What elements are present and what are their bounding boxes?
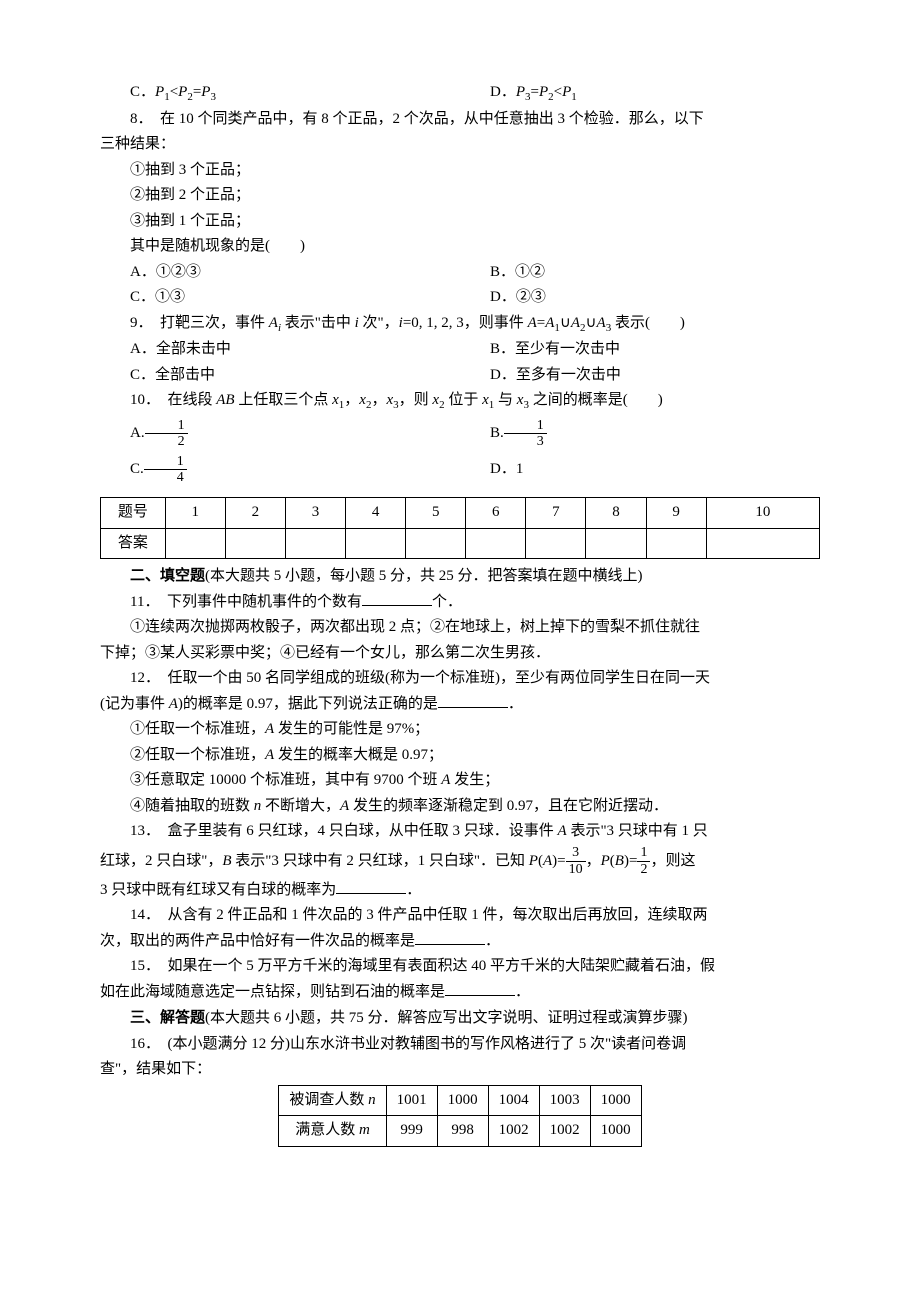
answer-col-9: 9 — [646, 498, 706, 529]
answer-col-8: 8 — [586, 498, 646, 529]
q12-item-1: ①任取一个标准班，A 发生的可能性是 97%； — [100, 717, 820, 743]
q10-option-d: D．1 — [460, 451, 820, 487]
answer-cell — [165, 528, 225, 559]
blank-line — [438, 692, 508, 708]
survey-cell: 1003 — [539, 1085, 590, 1116]
q13-line2: 红球，2 只白球"，B 表示"3 只球中有 2 只红球，1 只白球"．已知 P(… — [100, 845, 820, 878]
answer-cell — [225, 528, 285, 559]
question-15: 15． 如果在一个 5 万平方千米的海域里有表面积达 40 平方千米的大陆架贮藏… — [100, 954, 820, 1005]
survey-cell: 998 — [437, 1116, 488, 1147]
q9-stem: 9． 打靶三次，事件 Ai 表示"击中 i 次"，i=0, 1, 2, 3，则事… — [100, 311, 820, 338]
q16-line2: 查"，结果如下： — [100, 1057, 820, 1083]
q7-option-c: C．P1<P2=P3 — [100, 80, 460, 107]
answer-col-5: 5 — [406, 498, 466, 529]
answer-table-head-label: 题号 — [101, 498, 166, 529]
q8-option-a: A．①②③ — [100, 260, 460, 286]
q14-line1: 14． 从含有 2 件正品和 1 件次品的 3 件产品中任取 1 件，每次取出后… — [100, 903, 820, 929]
q16-line1: 16． (本小题满分 12 分)山东水浒书业对教辅图书的写作风格进行了 5 次"… — [100, 1032, 820, 1058]
q15-line2: 如在此海域随意选定一点钻探，则钻到石油的概率是． — [100, 980, 820, 1006]
answer-cell — [526, 528, 586, 559]
q9-option-a: A．全部未击中 — [100, 337, 460, 363]
question-13: 13． 盒子里装有 6 只红球，4 只白球，从中任取 3 只球．设事件 A 表示… — [100, 819, 820, 903]
answer-row-label: 答案 — [101, 528, 166, 559]
question-7-options: C．P1<P2=P3 D．P3=P2<P1 — [100, 80, 820, 107]
survey-row-1: 被调查人数 n 1001 1000 1004 1003 1000 — [279, 1085, 641, 1116]
answer-cell — [586, 528, 646, 559]
answer-table: 题号 1 2 3 4 5 6 7 8 9 10 答案 — [100, 497, 820, 559]
section-3-heading: 三、解答题(本大题共 6 小题，共 75 分．解答应写出文字说明、证明过程或演算… — [100, 1005, 820, 1032]
answer-col-10: 10 — [706, 498, 819, 529]
survey-r2-label: 满意人数 m — [279, 1116, 386, 1147]
survey-table: 被调查人数 n 1001 1000 1004 1003 1000 满意人数 m … — [278, 1085, 641, 1147]
q8-item-3: ③抽到 1 个正品； — [100, 209, 820, 235]
answer-cell — [406, 528, 466, 559]
survey-cell: 1002 — [539, 1116, 590, 1147]
q14-line2: 次，取出的两件产品中恰好有一件次品的概率是． — [100, 929, 820, 955]
q8-ask: 其中是随机现象的是( ) — [100, 234, 820, 260]
q12-item-4: ④随着抽取的班数 n 不断增大，A 发生的频率逐渐稳定到 0.97，且在它附近摆… — [100, 794, 820, 820]
blank-line — [415, 929, 485, 945]
question-10: 10． 在线段 AB 上任取三个点 x1，x2，x3，则 x2 位于 x1 与 … — [100, 388, 820, 487]
question-11: 11． 下列事件中随机事件的个数有个． ①连续两次抛掷两枚骰子，两次都出现 2 … — [100, 590, 820, 667]
answer-col-7: 7 — [526, 498, 586, 529]
q7-option-d: D．P3=P2<P1 — [460, 80, 820, 107]
survey-cell: 1002 — [488, 1116, 539, 1147]
question-16: 16． (本小题满分 12 分)山东水浒书业对教辅图书的写作风格进行了 5 次"… — [100, 1032, 820, 1147]
survey-cell: 1000 — [590, 1085, 641, 1116]
question-12: 12． 任取一个由 50 名同学组成的班级(称为一个标准班)，至少有两位同学生日… — [100, 666, 820, 819]
section-2-heading: 二、填空题(本大题共 5 小题，每小题 5 分，共 25 分．把答案填在题中横线… — [100, 563, 820, 590]
q8-item-2: ②抽到 2 个正品； — [100, 183, 820, 209]
question-9: 9． 打靶三次，事件 Ai 表示"击中 i 次"，i=0, 1, 2, 3，则事… — [100, 311, 820, 389]
survey-h0: 被调查人数 n — [279, 1085, 386, 1116]
blank-line — [336, 878, 406, 894]
q11-line-a: ①连续两次抛掷两枚骰子，两次都出现 2 点；②在地球上，树上掉下的雪梨不抓住就往 — [100, 615, 820, 641]
q8-item-1: ①抽到 3 个正品； — [100, 158, 820, 184]
q11-stem: 11． 下列事件中随机事件的个数有个． — [100, 590, 820, 616]
q12-item-3: ③任意取定 10000 个标准班，其中有 9700 个班 A 发生； — [100, 768, 820, 794]
survey-cell: 1000 — [590, 1116, 641, 1147]
question-8: 8． 在 10 个同类产品中，有 8 个正品，2 个次品，从中任意抽出 3 个检… — [100, 107, 820, 311]
q8-option-d: D．②③ — [460, 285, 820, 311]
q10-stem: 10． 在线段 AB 上任取三个点 x1，x2，x3，则 x2 位于 x1 与 … — [100, 388, 820, 415]
q12-line2: (记为事件 A)的概率是 0.97，据此下列说法正确的是． — [100, 692, 820, 718]
q9-option-c: C．全部击中 — [100, 363, 460, 389]
q8-option-c: C．①③ — [100, 285, 460, 311]
answer-col-1: 1 — [165, 498, 225, 529]
q12-line1: 12． 任取一个由 50 名同学组成的班级(称为一个标准班)，至少有两位同学生日… — [100, 666, 820, 692]
answer-cell — [706, 528, 819, 559]
survey-cell: 1000 — [437, 1085, 488, 1116]
answer-table-header-row: 题号 1 2 3 4 5 6 7 8 9 10 — [101, 498, 820, 529]
answer-col-4: 4 — [346, 498, 406, 529]
survey-cell: 1001 — [386, 1085, 437, 1116]
q8-stem-line1: 8． 在 10 个同类产品中，有 8 个正品，2 个次品，从中任意抽出 3 个检… — [100, 107, 820, 133]
answer-col-2: 2 — [225, 498, 285, 529]
survey-cell: 999 — [386, 1116, 437, 1147]
q13-line3: 3 只球中既有红球又有白球的概率为． — [100, 878, 820, 904]
answer-cell — [285, 528, 345, 559]
q10-option-b: B.13 — [460, 415, 820, 451]
survey-cell: 1004 — [488, 1085, 539, 1116]
q12-item-2: ②任取一个标准班，A 发生的概率大概是 0.97； — [100, 743, 820, 769]
q13-line1: 13． 盒子里装有 6 只红球，4 只白球，从中任取 3 只球．设事件 A 表示… — [100, 819, 820, 845]
q11-line-b: 下掉；③某人买彩票中奖；④已经有一个女儿，那么第二次生男孩． — [100, 641, 820, 667]
blank-line — [445, 980, 515, 996]
q8-option-b: B．①② — [460, 260, 820, 286]
q15-line1: 15． 如果在一个 5 万平方千米的海域里有表面积达 40 平方千米的大陆架贮藏… — [100, 954, 820, 980]
q9-option-d: D．至多有一次击中 — [460, 363, 820, 389]
answer-cell — [346, 528, 406, 559]
q10-option-c: C.14 — [100, 451, 460, 487]
survey-row-2: 满意人数 m 999 998 1002 1002 1000 — [279, 1116, 641, 1147]
blank-line — [362, 590, 432, 606]
q9-option-b: B．至少有一次击中 — [460, 337, 820, 363]
answer-cell — [646, 528, 706, 559]
q10-option-a: A.12 — [100, 415, 460, 451]
answer-table-answer-row: 答案 — [101, 528, 820, 559]
question-14: 14． 从含有 2 件正品和 1 件次品的 3 件产品中任取 1 件，每次取出后… — [100, 903, 820, 954]
q8-stem-line2: 三种结果： — [100, 132, 820, 158]
answer-col-6: 6 — [466, 498, 526, 529]
answer-cell — [466, 528, 526, 559]
answer-col-3: 3 — [285, 498, 345, 529]
